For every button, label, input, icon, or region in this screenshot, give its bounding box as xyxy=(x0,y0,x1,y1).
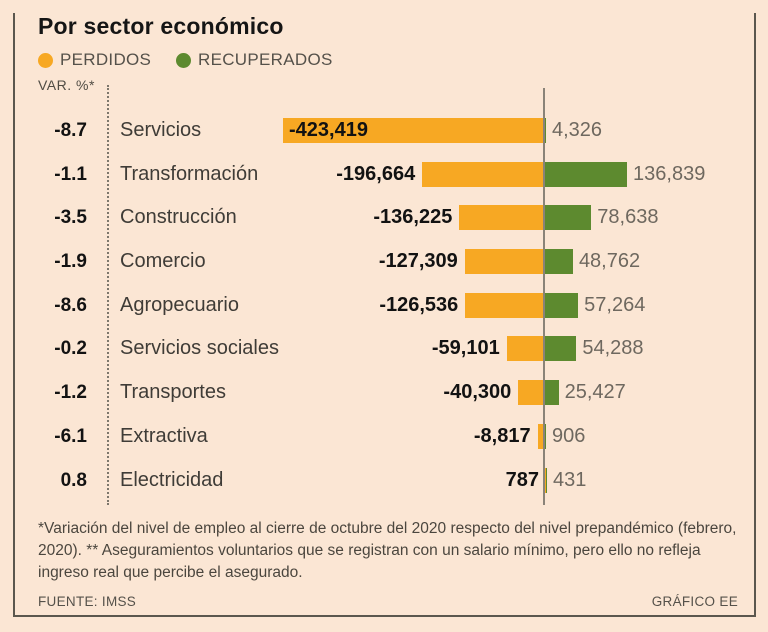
chart-row: 0.8 Electricidad 787 431 xyxy=(15,459,754,503)
recovered-value-label: 78,638 xyxy=(597,206,659,229)
lost-value-label: -196,664 xyxy=(336,162,416,185)
recovered-value-label: 431 xyxy=(553,468,587,491)
legend-label-recuperados: RECUPERADOS xyxy=(198,50,333,69)
recovered-value-label: 48,762 xyxy=(578,250,641,273)
recovered-bar xyxy=(543,380,559,406)
recovered-value-label: 4,326 xyxy=(552,119,603,141)
lost-value-label: 787 xyxy=(505,468,539,491)
legend-item-perdidos: PERDIDOS xyxy=(38,50,152,69)
legend-item-recuperados: RECUPERADOS xyxy=(176,50,333,69)
lost-bar xyxy=(506,336,543,362)
chart-row: -1.9 Comercio -127,309 48,762 xyxy=(15,240,754,284)
var-pct-value: -1.1 xyxy=(54,163,87,185)
chart-row: -6.1 Extractiva -8,817 906 xyxy=(15,415,754,459)
recovered-bar xyxy=(543,336,577,362)
lost-value-label: -40,300 xyxy=(443,381,512,404)
recovered-value-label: 25,427 xyxy=(564,381,626,404)
var-pct-value: -8.6 xyxy=(54,294,87,316)
recovered-value-label: 136,839 xyxy=(633,162,706,185)
credit-label: GRÁFICO EE xyxy=(651,594,738,609)
sector-label: Electricidad xyxy=(120,468,224,491)
recovered-value-label: 57,264 xyxy=(584,293,646,316)
chart-row: -8.7 Servicios -423,419 4,326 xyxy=(15,109,754,153)
recuperados-dot-icon xyxy=(176,52,191,68)
chart-rows: -8.7 Servicios -423,419 4,326 -1.1 Transforma… xyxy=(15,109,754,503)
lost-value-label: -136,225 xyxy=(373,206,453,229)
lost-bar xyxy=(283,118,543,143)
recovered-bar xyxy=(543,205,592,231)
var-pct-column-header: VAR. %* xyxy=(38,77,95,93)
var-pct-value: -0.2 xyxy=(54,338,87,360)
sector-label: Servicios sociales xyxy=(120,337,279,360)
recovered-bar xyxy=(543,249,573,275)
lost-bar xyxy=(459,205,543,231)
lost-value-label: -59,101 xyxy=(431,337,500,360)
recovered-bar xyxy=(543,292,579,318)
chart-card: Por sector económico PERDIDOS RECUPERADO… xyxy=(13,13,756,617)
lost-value-label: -127,309 xyxy=(378,250,458,273)
column-divider-dotted-line xyxy=(107,85,109,505)
sector-label: Transportes xyxy=(120,381,226,404)
legend-label-perdidos: PERDIDOS xyxy=(60,50,152,69)
var-pct-value: -3.5 xyxy=(54,207,87,229)
chart-row: -8.6 Agropecuario -126,536 57,264 xyxy=(15,284,754,328)
recovered-value-label: 906 xyxy=(552,424,586,447)
source-label: FUENTE: IMSS xyxy=(38,594,137,609)
lost-value-label: -126,536 xyxy=(379,293,459,316)
recovered-bar xyxy=(543,161,628,187)
lost-bar xyxy=(518,380,543,406)
chart-row: -1.2 Transportes -40,300 25,427 xyxy=(15,371,754,415)
chart-row: -1.1 Transformación -196,664 136,839 xyxy=(15,153,754,197)
chart-row: -3.5 Construcción -136,225 78,638 xyxy=(15,196,754,240)
perdidos-dot-icon xyxy=(38,52,53,68)
var-pct-value: -1.2 xyxy=(54,382,87,404)
var-pct-value: -1.9 xyxy=(54,251,87,273)
sector-label: Comercio xyxy=(120,250,206,273)
chart-row: -0.2 Servicios sociales -59,101 54,288 xyxy=(15,327,754,371)
sector-label: Servicios xyxy=(120,119,202,141)
var-pct-value: -6.1 xyxy=(54,425,87,447)
var-pct-value: 0.8 xyxy=(60,469,87,491)
footnote: *Variación del nivel de empleo al cierre… xyxy=(38,520,737,581)
sector-label: Transformación xyxy=(120,162,259,185)
lost-bar xyxy=(422,161,543,187)
zero-axis-line xyxy=(543,88,545,505)
sector-label: Agropecuario xyxy=(120,293,239,316)
lost-bar xyxy=(537,423,543,449)
chart-title: Por sector económico xyxy=(38,13,284,39)
sector-label: Extractiva xyxy=(120,424,208,447)
sector-label: Construcción xyxy=(120,206,237,229)
recovered-value-label: 54,288 xyxy=(582,337,644,360)
lost-value-label: -423,419 xyxy=(289,119,368,141)
lost-bar xyxy=(465,292,543,318)
var-pct-value: -8.7 xyxy=(54,120,87,141)
lost-bar xyxy=(464,249,543,275)
lost-value-label: -8,817 xyxy=(473,424,531,447)
recovered-bar xyxy=(546,467,547,493)
